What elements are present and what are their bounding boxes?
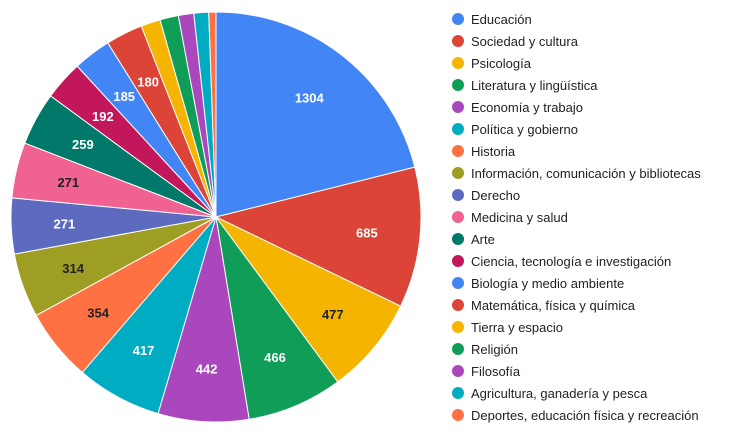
value-label-matematica-fisica-y-quimica: 180 [137, 74, 159, 89]
value-label-sociedad-y-cultura: 685 [356, 226, 378, 241]
legend-label: Tierra y espacio [471, 320, 563, 335]
legend-label: Derecho [471, 188, 520, 203]
legend: Educación Sociedad y cultura Psicología Lit… [452, 12, 701, 423]
legend-label: Información, comunicación y bibliotecas [471, 166, 701, 181]
legend-label: Sociedad y cultura [471, 34, 579, 49]
legend-swatch [452, 123, 464, 135]
value-label-historia: 354 [87, 306, 109, 321]
value-label-educacion: 1304 [295, 90, 325, 105]
legend-label: Economía y trabajo [471, 100, 583, 115]
legend-item-agricultura-ganaderia-y-pesca[interactable]: Agricultura, ganadería y pesca [452, 386, 648, 401]
value-label-economia-y-trabajo: 442 [196, 361, 218, 376]
legend-item-psicologia[interactable]: Psicología [452, 56, 532, 71]
legend-item-informacion-comunicacion-y-bibliotecas[interactable]: Información, comunicación y bibliotecas [452, 166, 701, 181]
legend-swatch [452, 365, 464, 377]
legend-label: Política y gobierno [471, 122, 578, 137]
legend-item-religion[interactable]: Religión [452, 342, 518, 357]
value-label-informacion-comunicacion-y-bibliotecas: 314 [62, 261, 84, 276]
legend-swatch [452, 277, 464, 289]
legend-swatch [452, 211, 464, 223]
legend-label: Psicología [471, 56, 532, 71]
pie-slice-psicologia[interactable] [215, 216, 402, 383]
legend-label: Deportes, educación física y recreación [471, 408, 699, 423]
legend-swatch [452, 167, 464, 179]
value-label-arte: 259 [72, 137, 94, 152]
legend-label: Biología y medio ambiente [471, 276, 624, 291]
value-label-biologia-y-medio-ambiente: 185 [113, 89, 135, 104]
legend-label: Literatura y lingüística [471, 78, 598, 93]
pie-slice-literatura-y-linguistica[interactable] [215, 216, 339, 420]
legend-item-medicina-y-salud[interactable]: Medicina y salud [452, 210, 568, 225]
legend-item-tierra-y-espacio[interactable]: Tierra y espacio [452, 320, 563, 335]
legend-swatch [452, 79, 464, 91]
value-label-psicologia: 477 [322, 307, 344, 322]
legend-label: Medicina y salud [471, 210, 568, 225]
legend-swatch [452, 101, 464, 113]
legend-swatch [452, 343, 464, 355]
pie-slice-deportes-educacion-fisica-y-recreacion[interactable] [208, 11, 217, 218]
legend-label: Matemática, física y química [471, 298, 636, 313]
legend-swatch [452, 233, 464, 245]
value-label-derecho: 271 [54, 217, 76, 232]
legend-swatch [452, 409, 464, 421]
value-label-medicina-y-salud: 271 [57, 175, 79, 190]
value-label-politica-y-gobierno: 417 [133, 343, 155, 358]
legend-swatch [452, 189, 464, 201]
legend-label: Educación [471, 12, 532, 27]
legend-item-politica-y-gobierno[interactable]: Política y gobierno [452, 122, 578, 137]
legend-swatch [452, 299, 464, 311]
legend-swatch [452, 57, 464, 69]
legend-item-biologia-y-medio-ambiente[interactable]: Biología y medio ambiente [452, 276, 624, 291]
legend-item-economia-y-trabajo[interactable]: Economía y trabajo [452, 100, 583, 115]
pie-slice-educacion[interactable] [215, 11, 416, 218]
legend-item-educacion[interactable]: Educación [452, 12, 532, 27]
legend-item-literatura-y-linguistica[interactable]: Literatura y lingüística [452, 78, 598, 93]
legend-swatch [452, 145, 464, 157]
pie-slices [10, 11, 422, 423]
legend-swatch [452, 387, 464, 399]
pie-slice-sociedad-y-cultura[interactable] [214, 166, 422, 307]
legend-item-ciencia-tecnologia-e-investigacion[interactable]: Ciencia, tecnología e investigación [452, 254, 671, 269]
legend-item-matematica-fisica-y-quimica[interactable]: Matemática, física y química [452, 298, 636, 313]
legend-swatch [452, 321, 464, 333]
legend-label: Historia [471, 144, 516, 159]
legend-label: Ciencia, tecnología e investigación [471, 254, 671, 269]
legend-swatch [452, 255, 464, 267]
legend-item-derecho[interactable]: Derecho [452, 188, 520, 203]
legend-label: Religión [471, 342, 518, 357]
legend-label: Agricultura, ganadería y pesca [471, 386, 648, 401]
legend-swatch [452, 13, 464, 25]
legend-item-historia[interactable]: Historia [452, 144, 516, 159]
legend-label: Arte [471, 232, 495, 247]
legend-item-arte[interactable]: Arte [452, 232, 495, 247]
legend-item-deportes-educacion-fisica-y-recreacion[interactable]: Deportes, educación física y recreación [452, 408, 699, 423]
legend-label: Filosofía [471, 364, 521, 379]
pie-value-labels: 1304 685 477 466 442 417 354 314 271 271 259 192 185… [54, 74, 378, 376]
legend-item-filosofia[interactable]: Filosofía [452, 364, 521, 379]
legend-item-sociedad-y-cultura[interactable]: Sociedad y cultura [452, 34, 579, 49]
value-label-literatura-y-linguistica: 466 [264, 350, 286, 365]
legend-swatch [452, 35, 464, 47]
value-label-ciencia-tecnologia-e-investigacion: 192 [92, 109, 114, 124]
